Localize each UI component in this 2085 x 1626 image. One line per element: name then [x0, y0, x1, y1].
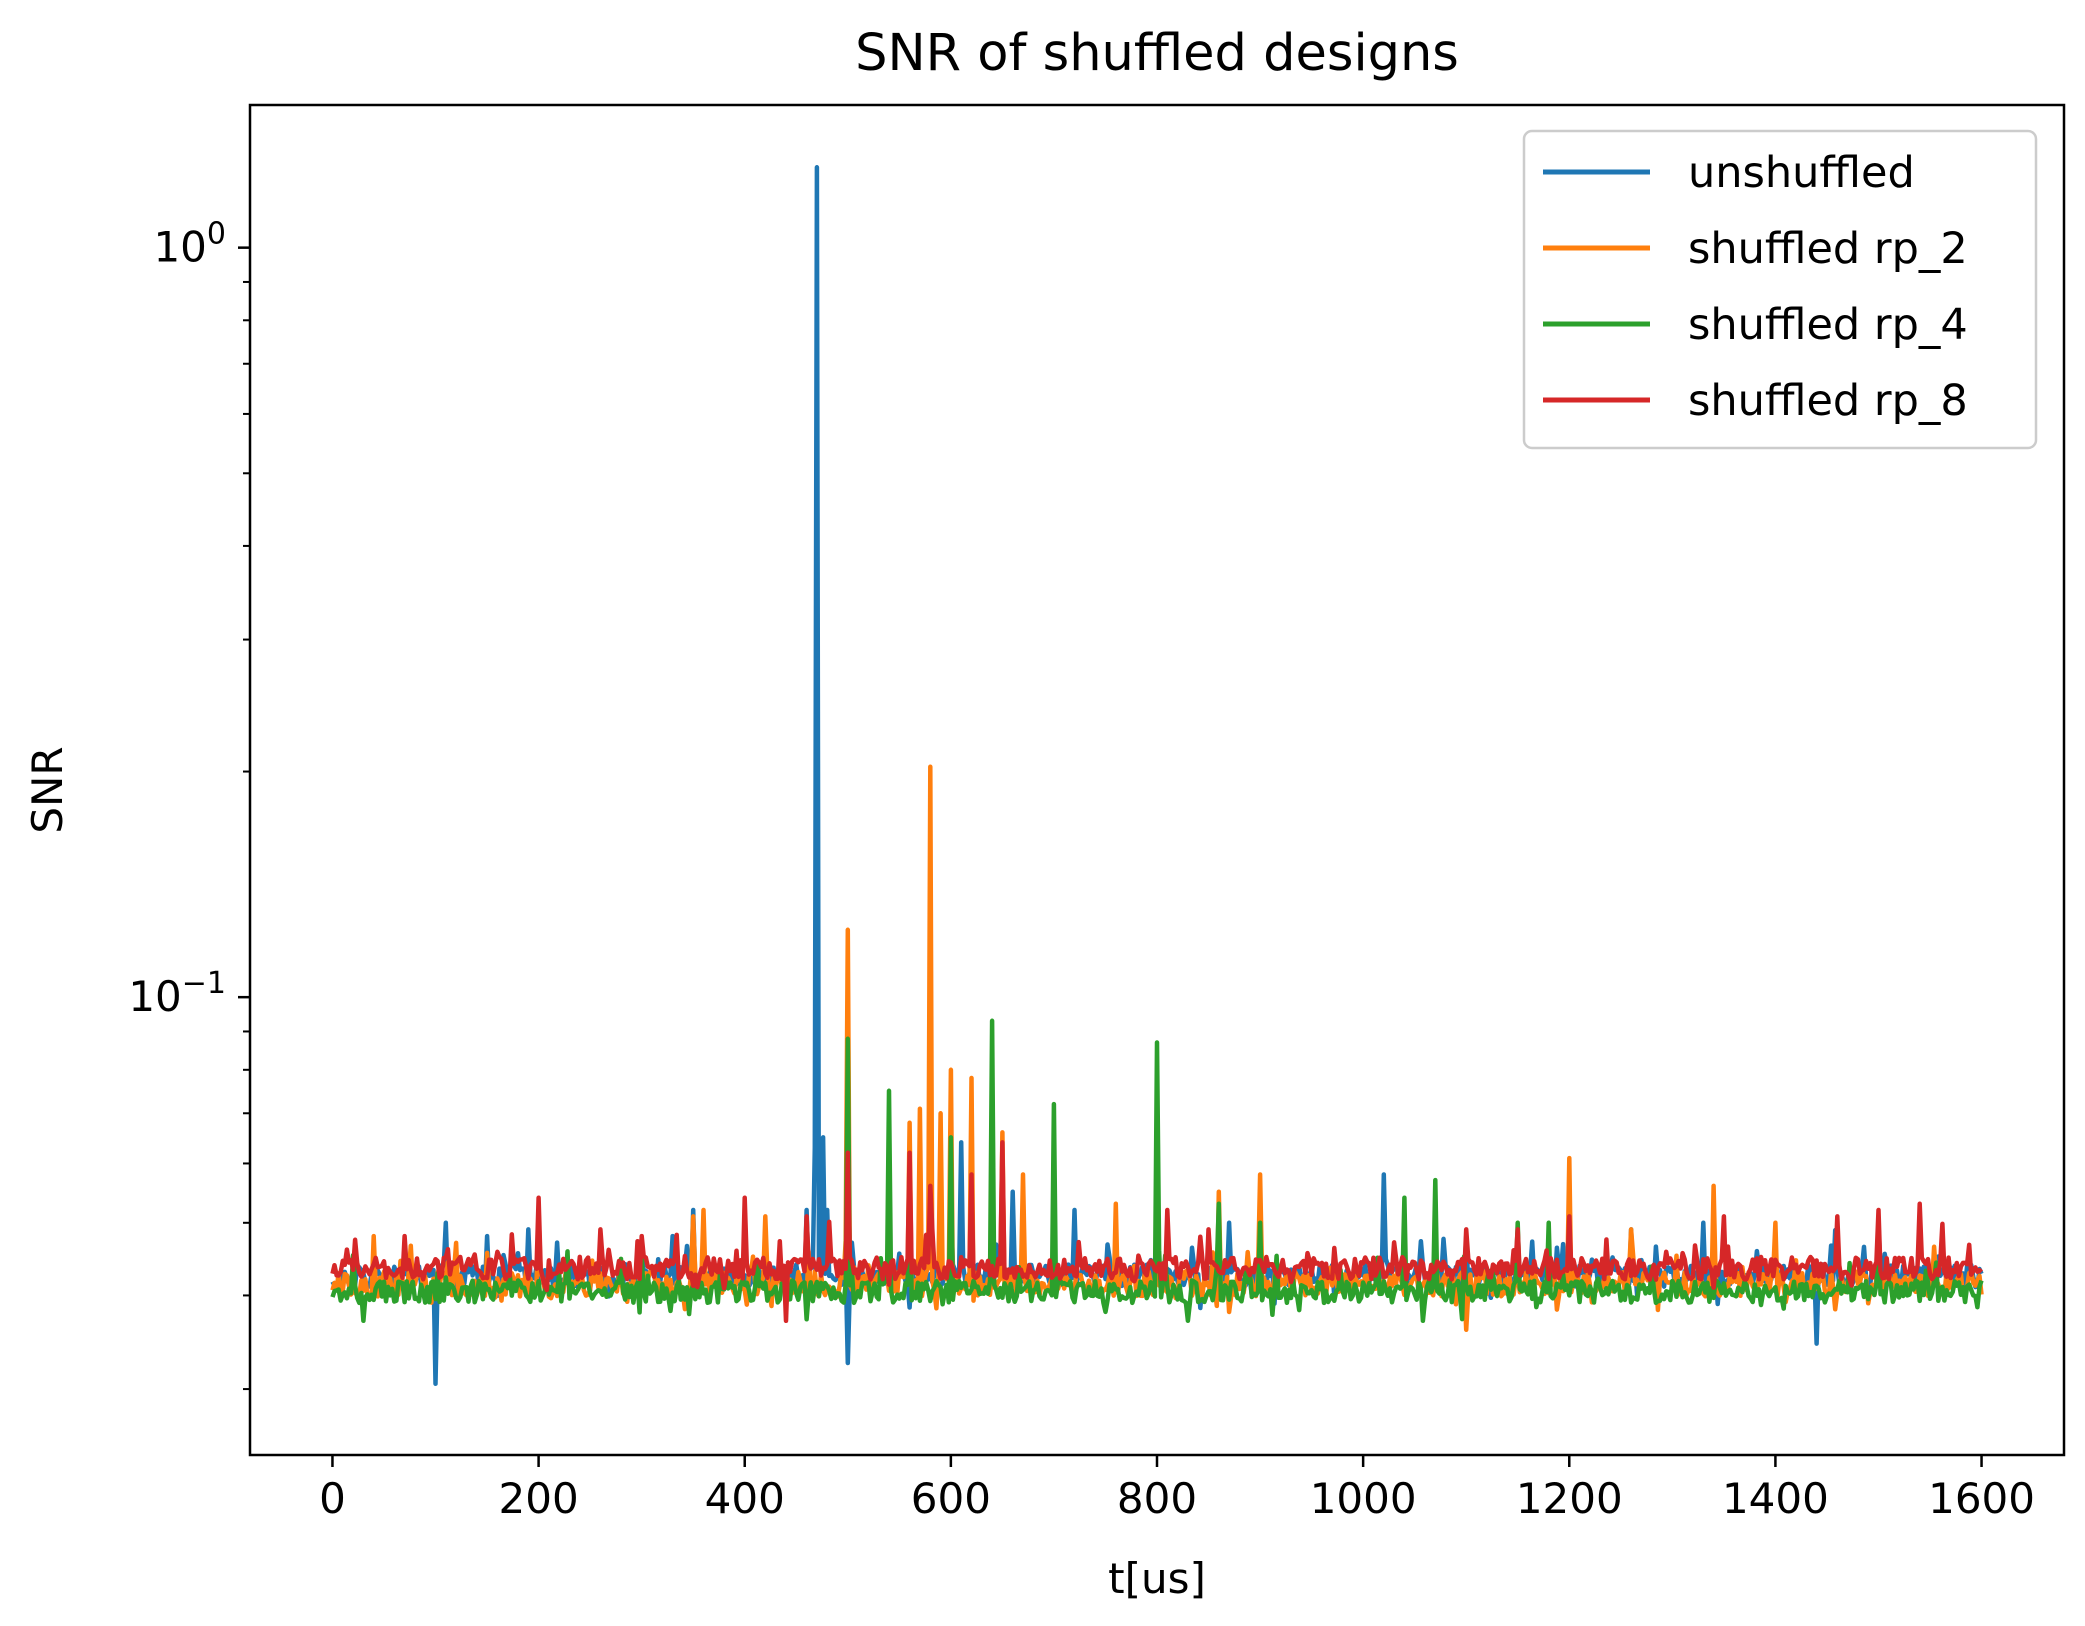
y-tick-label: 100 — [153, 217, 226, 272]
series-line-shuffled-rp_4 — [330, 1018, 1984, 1324]
x-tick-label: 1200 — [1516, 1474, 1623, 1523]
x-tick-label: 800 — [1117, 1474, 1197, 1523]
legend-label: shuffled rp_4 — [1688, 300, 1968, 350]
x-tick-label: 1600 — [1928, 1474, 2035, 1523]
y-tick-base: 10 — [153, 223, 206, 272]
x-axis-label: t[us] — [1108, 1554, 1206, 1603]
legend-label: shuffled rp_2 — [1688, 224, 1968, 274]
x-tick-label: 1400 — [1722, 1474, 1829, 1523]
x-tick-label: 200 — [499, 1474, 579, 1523]
x-tick-label: 0 — [319, 1474, 346, 1523]
legend-label: unshuffled — [1688, 148, 1915, 198]
x-tick-label: 600 — [911, 1474, 991, 1523]
legend-box — [1522, 129, 2038, 450]
x-tick-label: 400 — [705, 1474, 785, 1523]
series-lines — [330, 165, 1984, 1386]
plot-frame — [248, 103, 2066, 1457]
y-tick-base: 10 — [128, 972, 181, 1021]
chart-title: SNR of shuffled designs — [855, 24, 1459, 83]
series-line-shuffled-rp_8 — [330, 1140, 1984, 1324]
legend: unshuffled shuffled rp_2 shuffled rp_4shuf… — [1522, 129, 2038, 450]
x-tick-label: 1000 — [1310, 1474, 1417, 1523]
y-tick-exponent: 0 — [207, 217, 226, 252]
y-axis-label: SNR — [23, 746, 72, 833]
x-axis-ticks: 0 200 400 600 800 1000 1200 1400 1600 — [319, 1455, 2035, 1523]
legend-label: shuffled rp_8 — [1688, 376, 1968, 426]
y-tick-label: 10−1 — [128, 966, 226, 1021]
y-tick-exponent: −1 — [182, 966, 226, 1001]
